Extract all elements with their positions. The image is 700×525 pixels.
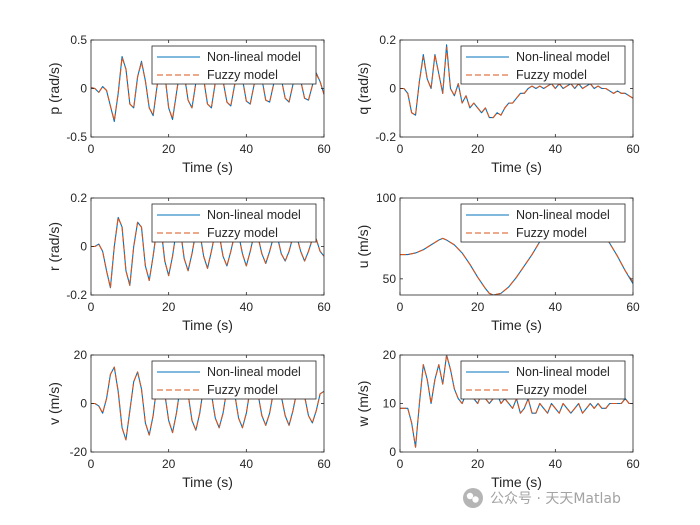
y-tick-label: 20 (383, 348, 397, 362)
y-axis-label: w (m/s) (355, 381, 371, 428)
x-tick-label: 20 (471, 457, 485, 471)
legend: Non-lineal model Fuzzy model (151, 45, 317, 85)
legend-label: Non-lineal model (516, 365, 610, 379)
x-axis-label: Time (s) (182, 317, 233, 333)
x-tick-label: 40 (240, 300, 254, 314)
legend: Non-lineal model Fuzzy model (460, 360, 626, 400)
x-axis-label: Time (s) (491, 159, 542, 175)
y-tick-label: 20 (74, 348, 88, 362)
legend-box (460, 203, 626, 243)
y-axis-label: v (m/s) (46, 382, 62, 425)
x-tick-label: 40 (549, 142, 563, 156)
legend-label: Non-lineal model (207, 50, 301, 64)
x-tick-label: 20 (162, 142, 176, 156)
x-tick-label: 60 (317, 142, 331, 156)
x-tick-label: 20 (471, 142, 485, 156)
series-line-fuzzy (400, 46, 633, 119)
x-axis-label: Time (s) (182, 159, 233, 175)
legend-label: Fuzzy model (516, 226, 587, 240)
x-tick-label: 40 (240, 457, 254, 471)
x-tick-label: 60 (317, 300, 331, 314)
y-tick-label: 0 (80, 397, 87, 411)
x-tick-label: 0 (88, 300, 95, 314)
y-tick-label: 0 (389, 445, 396, 459)
legend-label: Non-lineal model (207, 208, 301, 222)
legend-label: Non-lineal model (516, 208, 610, 222)
x-tick-label: 60 (626, 300, 640, 314)
legend: Non-lineal model Fuzzy model (151, 203, 317, 243)
legend-box (151, 360, 317, 400)
y-tick-label: 10 (383, 397, 397, 411)
legend-box (151, 203, 317, 243)
legend-box (460, 45, 626, 85)
y-tick-label: -0.2 (375, 130, 396, 144)
y-tick-label: 50 (383, 272, 397, 286)
x-tick-label: 0 (88, 142, 95, 156)
x-tick-label: 60 (626, 142, 640, 156)
y-tick-label: 0 (389, 82, 396, 96)
x-tick-label: 40 (549, 457, 563, 471)
y-axis-label: u (m/s) (355, 225, 371, 269)
y-tick-label: 0.5 (70, 33, 87, 47)
series-line-fuzzy (91, 216, 324, 289)
series-line-fuzzy (91, 56, 324, 122)
y-tick-label: 0.2 (379, 33, 396, 47)
legend-label: Non-lineal model (516, 50, 610, 64)
x-axis-label: Time (s) (491, 317, 542, 333)
legend-label: Fuzzy model (207, 383, 278, 397)
legend: Non-lineal model Fuzzy model (460, 45, 626, 85)
x-tick-label: 40 (240, 142, 254, 156)
y-tick-label: 0 (80, 82, 87, 96)
y-tick-label: 100 (376, 191, 396, 205)
x-tick-label: 60 (626, 457, 640, 471)
y-axis-label: p (rad/s) (46, 62, 62, 114)
x-tick-label: 0 (397, 142, 404, 156)
x-tick-label: 40 (549, 300, 563, 314)
y-tick-label: 0.2 (70, 191, 87, 205)
y-tick-label: 0 (80, 240, 87, 254)
legend-label: Fuzzy model (516, 383, 587, 397)
x-tick-label: 20 (162, 457, 176, 471)
legend-label: Fuzzy model (516, 68, 587, 82)
x-tick-label: 20 (162, 300, 176, 314)
x-tick-label: 0 (88, 457, 95, 471)
subplot-w: 0 20 40 60 0 10 20 Time (s) w (m/s) Non-lineal mo… (355, 348, 640, 490)
legend-box (151, 45, 317, 85)
x-tick-label: 0 (397, 457, 404, 471)
y-tick-label: -0.5 (66, 130, 87, 144)
wechat-official-account-icon (463, 488, 483, 508)
y-tick-label: -0.2 (66, 288, 87, 302)
legend-label: Fuzzy model (207, 226, 278, 240)
legend-box (460, 360, 626, 400)
x-tick-label: 20 (471, 300, 485, 314)
y-axis-label: r (rad/s) (46, 222, 62, 271)
x-axis-label: Time (s) (182, 474, 233, 490)
x-axis-label: Time (s) (491, 474, 542, 490)
x-tick-label: 0 (397, 300, 404, 314)
watermark: 公众号 · 天天Matlab (462, 486, 621, 510)
legend: Non-lineal model Fuzzy model (151, 360, 317, 400)
axes-frame (399, 197, 634, 296)
watermark-text: 公众号 · 天天Matlab (490, 491, 621, 507)
y-tick-label: -20 (70, 445, 88, 459)
legend-label: Fuzzy model (207, 68, 278, 82)
legend: Non-lineal model Fuzzy model (460, 203, 626, 243)
subplot-u: 0 20 40 60 50 100 Time (s) u (m/s) Non-lineal mo… (355, 191, 640, 333)
y-axis-label: q (rad/s) (355, 62, 371, 114)
x-tick-label: 60 (317, 457, 331, 471)
legend-label: Non-lineal model (207, 365, 301, 379)
